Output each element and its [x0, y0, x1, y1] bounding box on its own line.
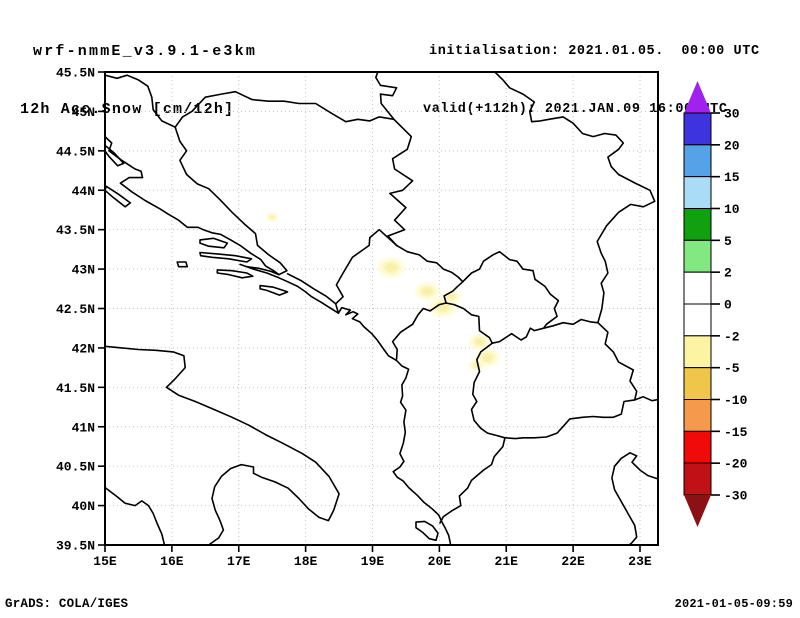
coast-italy-adriatic: [105, 345, 340, 545]
border-srb-bg: [596, 173, 656, 324]
border-cro-srb: [374, 72, 398, 121]
island-mljet: [259, 284, 289, 296]
x-tick-label: 23E: [628, 554, 652, 569]
border-cro-bih-dinaric: [174, 126, 288, 276]
border-danube-srb-ro: [494, 72, 625, 176]
border-mne-al: [391, 302, 447, 360]
y-tick-label: 45N: [72, 105, 95, 120]
snow-accum-patch-core: [473, 337, 486, 346]
x-tick-label: 15E: [93, 554, 117, 569]
coast-italy-tyrrhenian: [105, 486, 166, 545]
colorbar-segment: [683, 303, 712, 337]
snow-accum-patch-core: [481, 352, 494, 363]
y-tick-label: 42.5N: [56, 302, 95, 317]
border-bih-mne: [334, 228, 398, 315]
x-tick-label: 16E: [160, 554, 184, 569]
graticule-grid: [105, 72, 658, 545]
colorbar-segment: [683, 367, 712, 400]
model-title: wrf-nmmE_v3.9.1-e3km: [33, 43, 258, 60]
colorbar-label: -10: [724, 393, 748, 408]
axes: 15E 16E 17E 18E 19E 20E 21E 22E 23E 45.5N 45N 44.5N…: [56, 66, 652, 569]
creation-timestamp: 2021-01-05-09:59: [674, 597, 793, 611]
x-tick-label: 21E: [495, 554, 519, 569]
x-tick-label: 19E: [361, 554, 385, 569]
border-al-gr: [439, 436, 506, 524]
snow-accum-patch-core: [446, 293, 457, 301]
colorbar-segment: [683, 176, 712, 210]
colorbar-label: -5: [724, 361, 740, 376]
border-mk-gr: [504, 399, 636, 440]
y-tick-label: 43N: [72, 263, 95, 278]
colorbar-segment: [683, 239, 712, 273]
colorbar-label: 0: [724, 298, 732, 313]
colorbar-label: -15: [724, 425, 748, 440]
valid-time: valid(+112h): 2021.JAN.09 16:00 UTC: [423, 102, 728, 117]
y-tick-label: 43.5N: [56, 223, 95, 238]
colorbar-segment: [683, 112, 712, 146]
snow-accum-patch-core: [420, 286, 434, 296]
colorbar-label: -30: [724, 489, 748, 504]
island-brac: [199, 237, 229, 249]
grads-credit: GrADS: COLA/IGES: [5, 597, 129, 611]
x-tick-label: 20E: [428, 554, 452, 569]
colorbar-label: -20: [724, 457, 748, 472]
snow-accum-patch-core: [384, 262, 399, 273]
border-gr-bg: [633, 395, 658, 402]
map-linework: [105, 72, 658, 545]
x-tick-label: 17E: [227, 554, 251, 569]
colorbar-arrow-below-min: [684, 495, 711, 527]
island-pag: [105, 144, 125, 167]
colorbar-label: 15: [724, 170, 740, 185]
border-al-mk: [470, 342, 506, 439]
colorbar-label: 5: [724, 234, 732, 249]
initialisation-time: initialisation: 2021.01.05. 00:00 UTC: [429, 44, 760, 59]
coast-adriatic-balkan: [105, 135, 452, 545]
y-tick-label: 40.5N: [56, 460, 95, 475]
border-drina: [387, 118, 414, 247]
border-bih-cro-south: [286, 272, 337, 305]
x-tick-label: 22E: [561, 554, 585, 569]
y-tick-label: 44N: [72, 184, 95, 199]
colorbar-arrow-above-max: [684, 81, 711, 113]
colorbar-label: 10: [724, 202, 740, 217]
x-tick-label: 18E: [294, 554, 318, 569]
border-slo-cro-bih-sava: [105, 74, 395, 128]
island-dugi-otok: [105, 185, 132, 208]
time-info-block: initialisation: 2021.01.05. 00:00 UTC va…: [423, 5, 760, 157]
y-tick-label: 44.5N: [56, 144, 95, 159]
colorbar-segment: [683, 399, 712, 432]
y-tick-label: 45.5N: [56, 66, 95, 81]
y-tick-label: 42N: [72, 341, 95, 356]
border-mk-bg: [597, 321, 638, 401]
colorbar-segment: [683, 335, 712, 369]
colorbar-segment: [683, 462, 712, 496]
island-hvar: [199, 251, 253, 263]
y-tick-label: 41N: [72, 420, 95, 435]
colorbar-segment: [683, 208, 712, 241]
colorbar-label: -2: [724, 329, 740, 344]
border-srb-mk: [542, 318, 599, 330]
border-mne-srb: [395, 244, 464, 283]
y-tick-label: 40N: [72, 499, 95, 514]
y-tick-label: 39.5N: [56, 539, 95, 554]
colorbar-label: 20: [724, 138, 740, 153]
colorbar-segment: [683, 271, 712, 305]
colorbar-segment: [683, 144, 712, 178]
island-corfu: [415, 520, 439, 542]
island-vis: [176, 261, 189, 268]
border-kosovo: [443, 250, 560, 345]
colorbar-label: 2: [724, 266, 732, 281]
island-korcula: [216, 269, 254, 279]
coast-aegean: [611, 451, 658, 545]
y-tick-label: 41.5N: [56, 381, 95, 396]
snow-accum-patch-core: [268, 214, 276, 220]
colorbar-segment: [683, 430, 712, 464]
colorbar-label: 30: [724, 107, 740, 122]
